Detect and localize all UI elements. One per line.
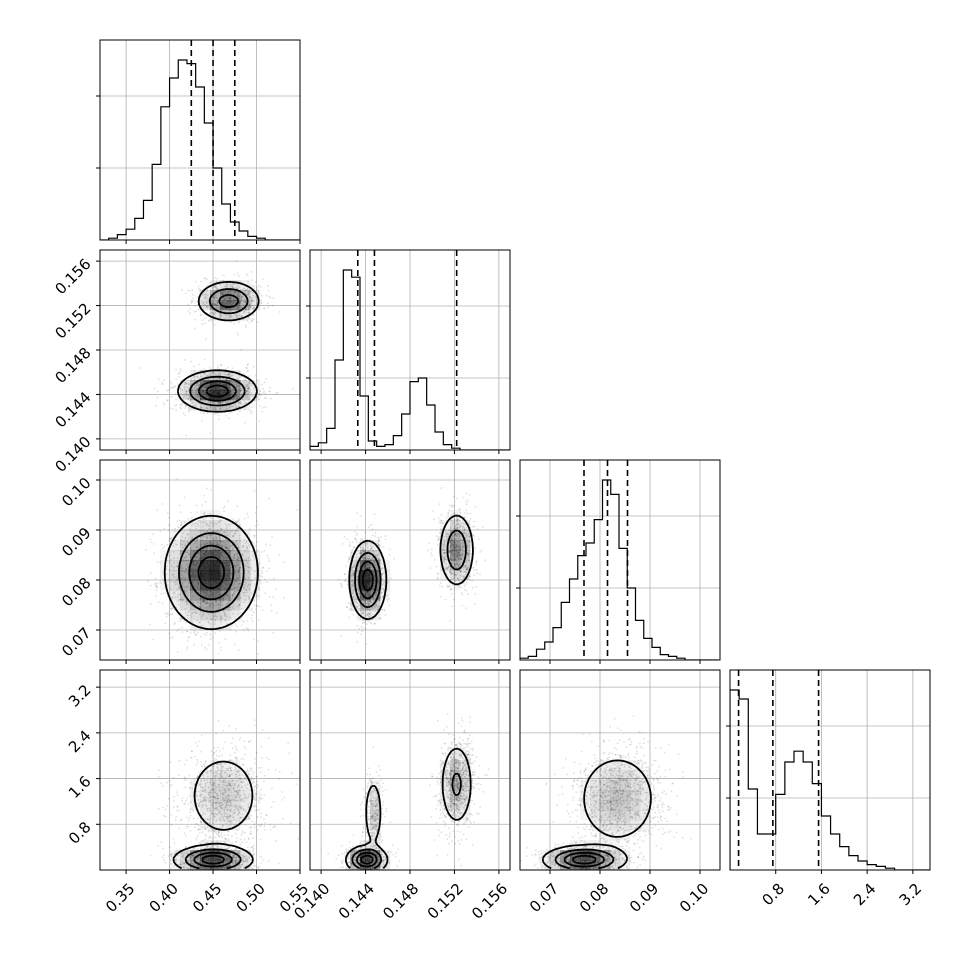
x-tick-label-p3-2: 2.4 [850,880,880,910]
contour-0-1-1 [189,288,249,407]
scatter-panel-p0-p2 [99,459,301,661]
histogram-p3 [730,689,930,870]
y-tick-label-p1-1: 0.144 [51,388,94,431]
x-tick-label-p2-2: 0.09 [626,880,662,916]
contour-0-2-3 [197,556,225,590]
contour-0-3-1 [184,848,242,870]
contour-1-3-0 [345,747,472,869]
y-tick-label-p2-3: 0.10 [58,474,94,510]
histogram-panel-p0 [96,39,301,241]
histogram-frame-p0 [99,39,301,241]
density-shading-0-3 [170,760,261,870]
contour-2-3-2 [563,851,605,868]
contour-0-1-0 [177,281,260,413]
contour-0-3-3 [201,854,225,865]
x-tick-label-p0-3: 0.50 [233,880,269,916]
x-tick-label-p2-1: 0.08 [576,880,612,916]
contour-0-3-2 [193,851,233,868]
x-tick-label-p1-2: 0.148 [379,880,422,923]
histogram-p0 [100,59,300,240]
contour-2-3-1 [554,848,615,870]
x-tick-label-p3-3: 3.2 [896,880,926,910]
x-tick-label-p3-1: 1.6 [804,880,834,910]
y-tick-label-p3-0: 0.8 [65,818,95,848]
x-tick-label-p0-0: 0.35 [102,880,138,916]
x-tick-label-p1-3: 0.152 [424,880,467,923]
scatter-frame-2-3 [519,669,721,871]
x-tick-label-p3-0: 0.8 [758,880,788,910]
y-tick-label-p3-2: 2.4 [65,727,95,757]
contour-1-2-3 [362,568,374,592]
histogram-panel-p1 [306,249,511,451]
scatter-panel-p1-p2 [309,459,511,661]
y-tick-label-p2-0: 0.07 [58,624,94,660]
contour-1-2-2 [358,560,378,600]
x-tick-label-p0-2: 0.45 [189,880,225,916]
histogram-panel-p2 [516,459,721,661]
contour-1-2-1 [354,529,467,609]
contour-2-3-3 [571,854,597,865]
scatter-frame-0-2 [99,459,301,661]
scatter-panel-p1-p3 [309,669,511,871]
scatter-frame-0-3 [99,669,301,871]
contour-0-2-2 [188,544,235,601]
contour-1-2-0 [348,514,474,621]
x-tick-label-p2-3: 0.10 [676,880,712,916]
x-tick-label-p1-4: 0.156 [468,880,511,923]
x-tick-label-p0-1: 0.40 [146,880,182,916]
contour-1-3-2 [356,851,378,868]
y-tick-label-p1-2: 0.148 [51,344,94,387]
histogram-p1 [310,269,510,450]
y-tick-label-p1-4: 0.156 [51,255,94,298]
y-tick-label-p3-3: 3.2 [65,681,95,711]
histogram-frame-p2 [519,459,721,661]
contour-2-3-0 [541,759,652,870]
histogram-frame-p3 [729,669,931,871]
contour-0-2-0 [163,514,259,631]
y-tick-label-p2-1: 0.08 [58,574,94,610]
contour-1-3-1 [351,772,462,870]
y-tick-label-p1-0: 0.140 [51,433,94,476]
scatter-panel-p0-p1 [99,249,301,451]
contour-0-1-3 [205,384,230,398]
contour-0-1-2 [197,294,240,402]
y-tick-label-p1-3: 0.152 [51,299,94,342]
contour-0-2-1 [178,532,245,613]
scatter-panel-p0-p3 [99,669,301,871]
x-tick-label-p1-1: 0.144 [335,880,378,923]
histogram-panel-p3 [726,669,931,871]
contour-1-3-3 [360,854,374,865]
histogram-p2 [520,479,718,660]
scatter-panel-p2-p3 [519,669,721,871]
x-tick-label-p2-0: 0.07 [526,880,562,916]
y-tick-label-p2-2: 0.09 [58,524,94,560]
contour-0-3-0 [172,760,254,870]
y-tick-label-p3-1: 1.6 [65,772,95,802]
